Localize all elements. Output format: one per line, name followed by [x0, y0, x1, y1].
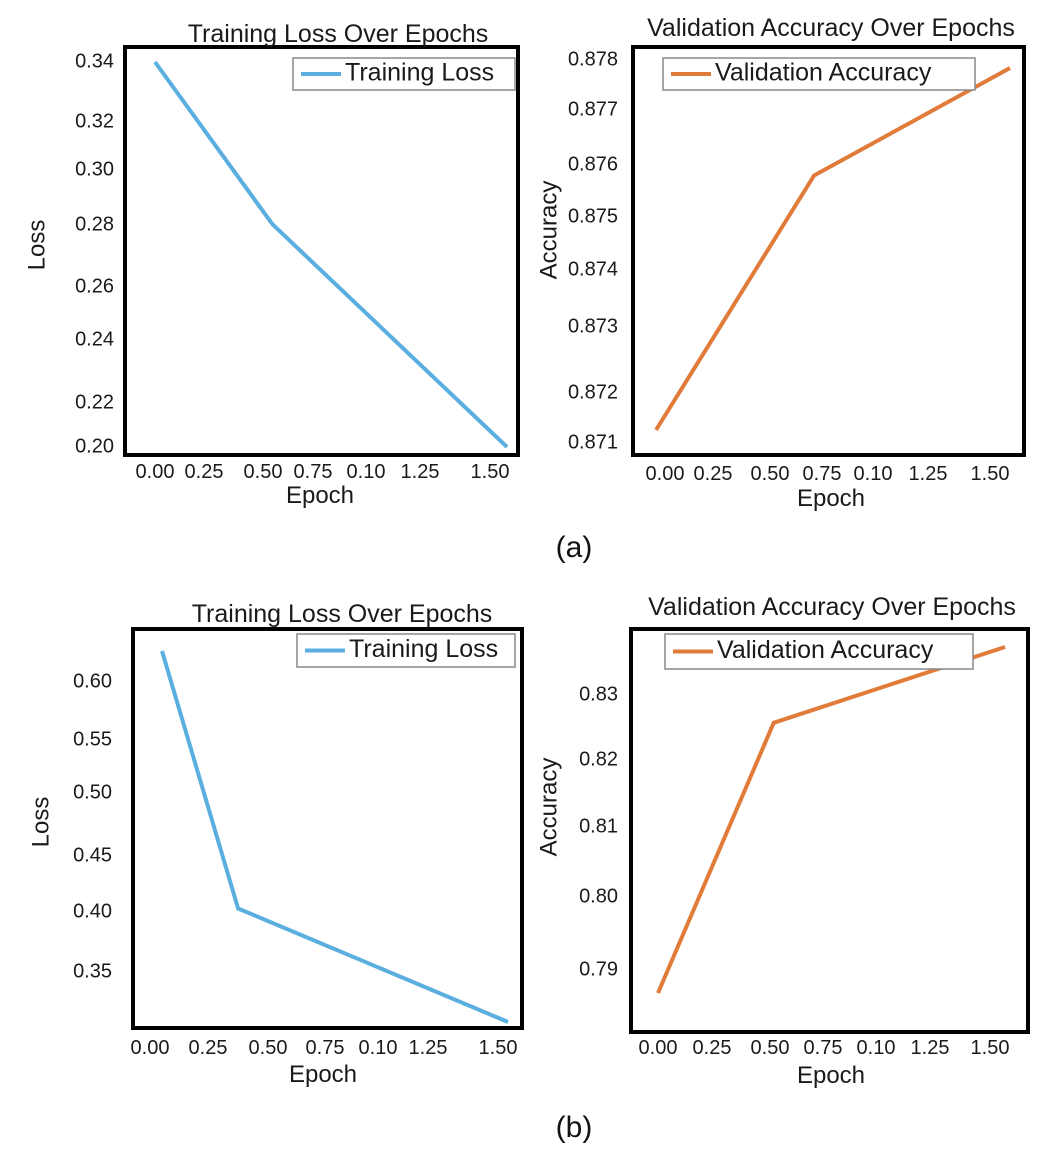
- x-tick-label: 1.50: [971, 1037, 1010, 1059]
- plot-frame: [131, 627, 524, 1030]
- y-tick-label: 0.875: [568, 205, 618, 227]
- legend-box: [664, 633, 974, 670]
- x-tick-label: 0.50: [751, 463, 790, 485]
- x-axis-label: Epoch: [289, 1061, 357, 1088]
- y-tick-label: 0.79: [579, 958, 618, 980]
- chart-2: Validation Accuracy Over Epochs Accuracy E…: [535, 14, 1026, 512]
- y-axis-label: Accuracy: [535, 181, 562, 280]
- x-tick-label: 0.10: [857, 1037, 896, 1059]
- caption-b: (b): [556, 1111, 593, 1144]
- x-tick-label: 0.25: [185, 461, 224, 483]
- x-tick-label: 0.00: [136, 461, 175, 483]
- chart-title: Training Loss Over Epochs: [192, 600, 493, 628]
- x-tick-label: 0.75: [803, 463, 842, 485]
- x-tick-label: 1.25: [911, 1037, 950, 1059]
- x-tick-label: 1.50: [471, 461, 510, 483]
- chart-1: Training Loss Over Epochs Loss Epoch 0.34 0.…: [23, 20, 520, 509]
- series-line: [153, 60, 509, 449]
- legend-label: Validation Accuracy: [717, 636, 934, 664]
- legend-box: [662, 57, 976, 91]
- plot-frame: [629, 627, 1030, 1034]
- x-axis-label: Epoch: [797, 485, 865, 512]
- y-tick-label: 0.874: [568, 258, 618, 280]
- legend: Validation Accuracy: [662, 57, 976, 91]
- x-tick-label: 0.50: [751, 1037, 790, 1059]
- legend: Validation Accuracy: [664, 633, 974, 670]
- y-tick-label: 0.24: [75, 328, 114, 350]
- x-tick-label: 0.10: [359, 1037, 398, 1059]
- chart-3: Training Loss Over Epochs Loss Epoch 0.60 0.…: [27, 600, 524, 1088]
- x-tick-label: 0.25: [693, 1037, 732, 1059]
- x-tick-label: 0.10: [854, 463, 893, 485]
- y-tick-label: 0.40: [73, 900, 112, 922]
- y-tick-label: 0.873: [568, 315, 618, 337]
- series-line: [160, 650, 509, 1024]
- x-axis-label: Epoch: [286, 482, 354, 509]
- x-tick-label: 1.25: [409, 1037, 448, 1059]
- y-tick-label: 0.50: [73, 781, 112, 803]
- series-line: [656, 645, 1006, 994]
- y-tick-label: 0.35: [73, 960, 112, 982]
- y-tick-label: 0.82: [579, 748, 618, 770]
- y-tick-label: 0.45: [73, 844, 112, 866]
- y-tick-label: 0.878: [568, 48, 618, 70]
- x-tick-label: 1.25: [401, 461, 440, 483]
- x-tick-label: 0.00: [639, 1037, 678, 1059]
- y-tick-label: 0.83: [579, 683, 618, 705]
- legend-label: Validation Accuracy: [715, 59, 932, 87]
- x-axis-label: Epoch: [797, 1062, 865, 1089]
- series-line: [654, 66, 1011, 432]
- x-tick-label: 0.10: [347, 461, 386, 483]
- x-tick-label: 0.00: [131, 1037, 170, 1059]
- x-tick-label: 1.25: [909, 463, 948, 485]
- x-tick-label: 0.50: [249, 1037, 288, 1059]
- y-tick-label: 0.20: [75, 435, 114, 457]
- y-tick-label: 0.80: [579, 885, 618, 907]
- legend-label: Training Loss: [349, 635, 498, 663]
- x-tick-label: 0.75: [294, 461, 333, 483]
- plot-frame: [631, 45, 1026, 457]
- y-tick-label: 0.81: [579, 815, 618, 837]
- y-tick-label: 0.60: [73, 670, 112, 692]
- x-tick-label: 0.50: [244, 461, 283, 483]
- y-tick-label: 0.28: [75, 213, 114, 235]
- y-axis-label: Loss: [27, 797, 54, 848]
- x-tick-label: 0.75: [306, 1037, 345, 1059]
- y-tick-label: 0.32: [75, 110, 114, 132]
- y-axis-label: Accuracy: [535, 758, 562, 857]
- x-tick-label: 1.50: [971, 463, 1010, 485]
- chart-title: Validation Accuracy Over Epochs: [647, 14, 1015, 42]
- x-tick-label: 0.25: [694, 463, 733, 485]
- y-tick-label: 0.55: [73, 728, 112, 750]
- y-tick-label: 0.871: [568, 431, 618, 453]
- y-tick-label: 0.872: [568, 381, 618, 403]
- legend: Training Loss: [296, 633, 516, 668]
- chart-4: Validation Accuracy Over Epochs Accuracy E…: [535, 593, 1030, 1089]
- y-tick-label: 0.34: [75, 50, 114, 72]
- chart-title: Validation Accuracy Over Epochs: [648, 593, 1016, 621]
- x-tick-label: 1.50: [479, 1037, 518, 1059]
- y-axis-label: Loss: [23, 220, 50, 271]
- chart-title: Training Loss Over Epochs: [188, 20, 489, 48]
- y-tick-label: 0.876: [568, 153, 618, 175]
- legend-label: Training Loss: [345, 59, 494, 87]
- y-tick-label: 0.30: [75, 158, 114, 180]
- x-tick-label: 0.75: [804, 1037, 843, 1059]
- plot-frame: [123, 45, 520, 457]
- x-tick-label: 0.00: [646, 463, 685, 485]
- y-tick-label: 0.22: [75, 391, 114, 413]
- x-tick-label: 0.25: [189, 1037, 228, 1059]
- caption-a: (a): [556, 531, 593, 564]
- y-tick-label: 0.26: [75, 275, 114, 297]
- y-tick-label: 0.877: [568, 98, 618, 120]
- legend: Training Loss: [292, 57, 516, 91]
